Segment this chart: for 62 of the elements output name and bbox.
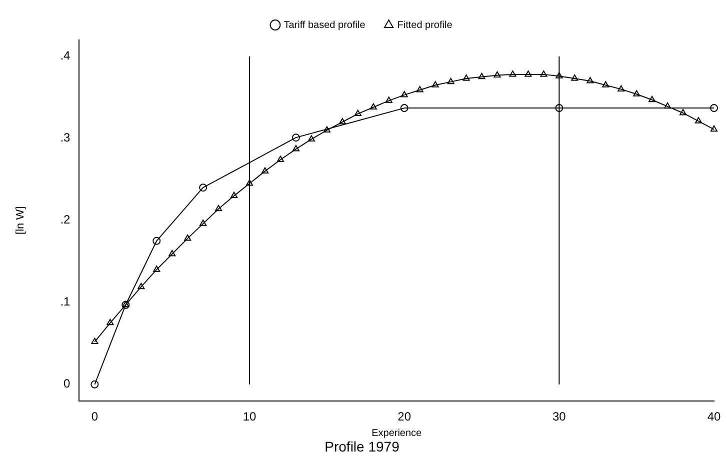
point [91,338,98,344]
point [354,110,362,116]
point [168,250,176,256]
point [648,96,656,102]
point [184,234,192,241]
legend-label: Fitted profile [397,20,453,31]
point [152,236,161,245]
y-axis-title: [ln W] [14,206,27,234]
point [633,90,640,96]
point [447,78,454,84]
point [153,266,160,272]
y-tick-label: 0 [64,376,71,391]
point [338,118,346,124]
point [555,104,564,112]
point [432,81,439,88]
point [215,204,222,212]
point [292,134,300,142]
point [385,96,392,103]
point [694,117,702,124]
point [602,81,610,88]
x-tick-label: 30 [552,409,566,424]
point [323,126,330,132]
point [370,103,377,110]
x-tick-label: 40 [707,409,721,424]
point [571,74,578,81]
point [664,102,672,109]
point [90,380,99,388]
point [710,125,718,132]
point [556,72,563,78]
point [586,77,594,84]
point [478,72,486,80]
point [680,108,687,116]
point [524,70,532,77]
point [292,145,300,152]
point [106,318,114,326]
point [462,74,470,81]
x-tick-label: 20 [398,409,412,424]
point [308,135,315,142]
point [400,104,408,112]
y-tick-label: .2 [60,212,71,227]
point [138,282,145,290]
text: Profile 1979 [324,438,400,454]
x-tick-label: 10 [242,409,257,424]
point [416,86,424,92]
point [710,104,718,112]
point [540,70,548,77]
point [400,90,408,98]
point [509,70,516,77]
point [246,180,254,186]
y-tick-label: .3 [60,130,71,145]
point [199,184,208,192]
point [230,192,238,198]
point [494,71,501,78]
y-tick-label: .1 [60,294,71,309]
y-tick-label: .4 [60,48,71,63]
point [200,220,207,226]
point [261,167,269,174]
legend-label: Tariff based profile [284,20,366,31]
x-tick-label: 0 [91,409,98,424]
point [276,156,284,162]
point [618,85,625,92]
x-axis-title: Experience [372,428,422,439]
